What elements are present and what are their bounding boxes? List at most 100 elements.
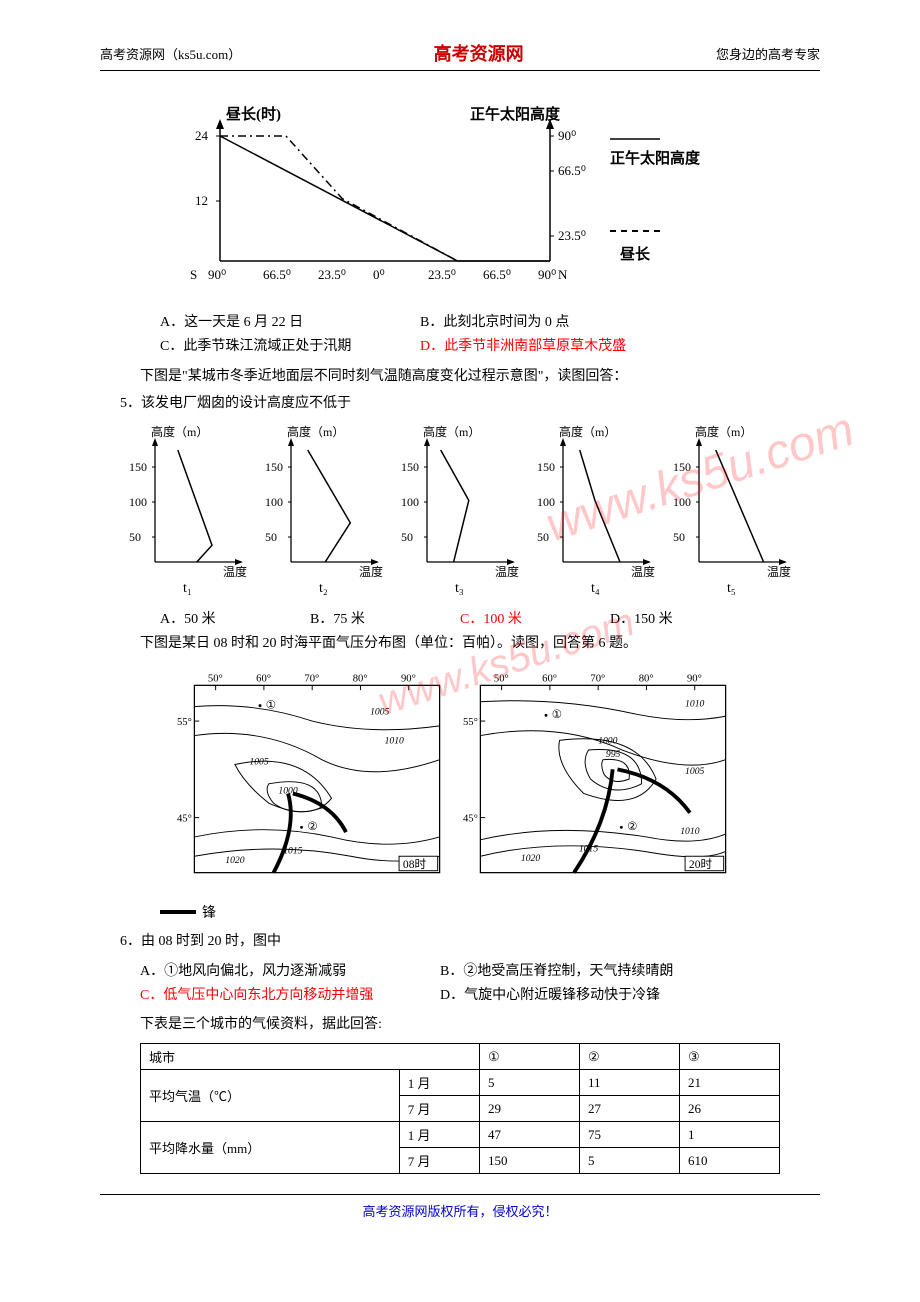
svg-text:t₁: t₁	[183, 581, 192, 596]
table-cell: 21	[680, 1070, 780, 1096]
header-center: 高考资源网	[434, 40, 524, 66]
svg-text:90°: 90°	[401, 673, 416, 684]
front-legend: 锋	[160, 902, 820, 922]
svg-text:100: 100	[401, 495, 419, 509]
q4-opt-c: C．此季节珠江流域正处于汛期	[160, 335, 420, 359]
q4-opt-d: D．此季节非洲南部草原草木茂盛	[420, 335, 680, 359]
svg-text:100: 100	[673, 495, 691, 509]
front-line-icon	[160, 910, 196, 914]
svg-text:1020: 1020	[225, 855, 244, 866]
table-cell: 29	[480, 1096, 580, 1122]
table-cell: 610	[680, 1148, 780, 1174]
svg-text:50: 50	[537, 530, 549, 544]
q5-opt-d: D．150 米	[610, 608, 760, 628]
q4-opt-a: A．这一天是 6 月 22 日	[160, 311, 420, 335]
q6-opt-a: A．①地风向偏北，风力逐渐减弱	[140, 960, 440, 984]
svg-text:1005: 1005	[249, 757, 268, 768]
svg-text:150: 150	[673, 460, 691, 474]
svg-text:90⁰: 90⁰	[558, 128, 576, 143]
svg-text:高度（m）: 高度（m）	[423, 424, 480, 439]
table-header: ③	[680, 1044, 780, 1070]
header-left: 高考资源网（ks5u.com）	[100, 44, 241, 63]
table-cell: 26	[680, 1096, 780, 1122]
svg-text:60°: 60°	[256, 673, 271, 684]
svg-text:N: N	[558, 267, 568, 282]
svg-text:24: 24	[195, 128, 209, 143]
q6-opt-c: C．低气压中心向东北方向移动并增强	[140, 984, 440, 1008]
svg-text:45°: 45°	[463, 813, 478, 824]
table-cell: 150	[480, 1148, 580, 1174]
svg-text:100: 100	[129, 495, 147, 509]
svg-text:高度（m）: 高度（m）	[559, 424, 616, 439]
map-08: 50°60°70°80°90°55°45°①②10051010100510001…	[177, 664, 457, 894]
svg-text:100: 100	[537, 495, 555, 509]
svg-text:1010: 1010	[685, 699, 704, 710]
front-legend-label: 锋	[202, 902, 216, 922]
table-header: ②	[580, 1044, 680, 1070]
svg-text:55°: 55°	[177, 717, 192, 728]
table-cell: 47	[480, 1122, 580, 1148]
q5-opt-a: A．50 米	[160, 608, 310, 628]
svg-text:55°: 55°	[463, 717, 478, 728]
daylength-noon-chart: 昼长(时)正午太阳高度241290⁰66.5⁰23.5⁰90⁰66.5⁰23.5…	[170, 101, 750, 301]
svg-text:90⁰: 90⁰	[538, 267, 556, 282]
svg-text:1000: 1000	[278, 785, 297, 796]
svg-text:50: 50	[401, 530, 413, 544]
table-cell: 5	[480, 1070, 580, 1096]
svg-text:150: 150	[265, 460, 283, 474]
svg-text:80°: 80°	[353, 673, 368, 684]
climate-table: 城市①②③平均气温（℃）1 月511217 月292726平均降水量（mm）1 …	[140, 1043, 780, 1174]
svg-text:1010: 1010	[680, 826, 699, 837]
svg-text:45°: 45°	[177, 813, 192, 824]
svg-text:高度（m）: 高度（m）	[287, 424, 344, 439]
mini-chart-t1: 高度（m）温度15010050t₁	[123, 422, 253, 602]
svg-text:50: 50	[129, 530, 141, 544]
q4-opt-b: B．此刻北京时间为 0 点	[420, 311, 680, 335]
svg-text:23.5⁰: 23.5⁰	[428, 267, 456, 282]
svg-text:1000: 1000	[598, 735, 617, 746]
svg-text:温度: 温度	[495, 564, 519, 579]
svg-text:90⁰: 90⁰	[208, 267, 226, 282]
table-header: 城市	[141, 1044, 480, 1070]
svg-text:S: S	[190, 267, 197, 282]
svg-text:1015: 1015	[283, 845, 302, 856]
svg-text:70°: 70°	[304, 673, 319, 684]
svg-text:t₅: t₅	[727, 581, 736, 596]
table-cell: 27	[580, 1096, 680, 1122]
q6-text: 6．由 08 时到 20 时，图中	[120, 930, 820, 954]
svg-text:995: 995	[606, 749, 621, 760]
q6-opt-b: B．②地受高压脊控制，天气持续晴朗	[440, 960, 673, 984]
q5-options: A．50 米 B．75 米 C．100 米 D．150 米	[160, 608, 820, 628]
mini-chart-row: 高度（m）温度15010050t₁高度（m）温度15010050t₂高度（m）温…	[120, 422, 800, 602]
svg-text:66.5⁰: 66.5⁰	[558, 163, 586, 178]
svg-text:50°: 50°	[494, 673, 509, 684]
svg-text:60°: 60°	[542, 673, 557, 684]
q5-intro: 下图是"某城市冬季近地面层不同时刻气温随高度变化过程示意图"，读图回答：	[140, 365, 820, 389]
svg-text:温度: 温度	[631, 564, 655, 579]
svg-text:150: 150	[537, 460, 555, 474]
table-cell: 11	[580, 1070, 680, 1096]
mini-chart-t5: 高度（m）温度15010050t₅	[667, 422, 797, 602]
table-cell: 5	[580, 1148, 680, 1174]
map-20: 50°60°70°80°90°55°45°①②10101000995100510…	[463, 664, 743, 894]
svg-text:温度: 温度	[223, 564, 247, 579]
svg-text:66.5⁰: 66.5⁰	[483, 267, 511, 282]
svg-text:①: ①	[552, 708, 562, 721]
page-footer: 高考资源网版权所有，侵权必究！	[100, 1194, 820, 1220]
table-cell: 7 月	[399, 1096, 479, 1122]
svg-text:80°: 80°	[639, 673, 654, 684]
table-cell: 平均降水量（mm）	[141, 1122, 400, 1174]
table-cell: 75	[580, 1122, 680, 1148]
table-cell: 1 月	[399, 1070, 479, 1096]
svg-text:90°: 90°	[687, 673, 702, 684]
svg-text:1015: 1015	[579, 843, 598, 854]
svg-text:0⁰: 0⁰	[373, 267, 385, 282]
svg-text:50: 50	[265, 530, 277, 544]
svg-text:20时: 20时	[689, 858, 713, 871]
table-cell: 1 月	[399, 1122, 479, 1148]
svg-text:高度（m）: 高度（m）	[151, 424, 208, 439]
svg-text:1020: 1020	[521, 853, 540, 864]
q6-intro: 下图是某日 08 时和 20 时海平面气压分布图（单位：百帕）。读图，回答第 6…	[140, 632, 820, 656]
svg-text:23.5⁰: 23.5⁰	[318, 267, 346, 282]
q6-options: A．①地风向偏北，风力逐渐减弱 B．②地受高压脊控制，天气持续晴朗 C．低气压中…	[140, 960, 820, 1008]
